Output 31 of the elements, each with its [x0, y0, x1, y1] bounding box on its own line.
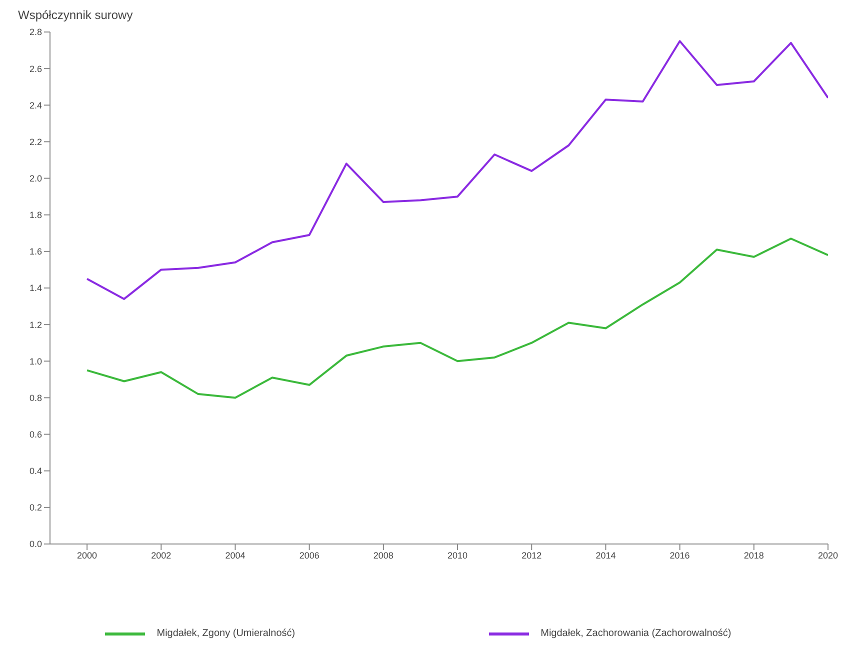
x-tick-label: 2016: [670, 550, 690, 560]
y-axis-title: Współczynnik surowy: [18, 8, 134, 24]
x-tick-label: 2000: [77, 550, 98, 560]
x-tick-label: 2012: [522, 550, 542, 560]
x-tick-label: 2008: [373, 550, 394, 560]
y-tick-label: 2.8: [29, 27, 42, 38]
y-tick-label: 2.2: [29, 136, 42, 147]
y-tick-label: 0.2: [29, 502, 42, 513]
y-tick-label: 1.4: [29, 283, 42, 294]
x-tick-label: 2006: [299, 550, 320, 560]
y-tick-label: 0.8: [29, 392, 42, 403]
x-tick-label: 2014: [596, 550, 616, 560]
y-tick-label: 2.4: [29, 100, 42, 110]
x-tick-label: 2004: [225, 550, 246, 560]
legend-label: Migdałek, Zgony (Umieralność): [156, 628, 296, 639]
y-tick-label: 1.2: [29, 320, 42, 330]
line-series: [86, 238, 828, 399]
y-tick-label: 1.0: [29, 356, 42, 366]
line-series: [86, 40, 828, 300]
x-tick-label: 2018: [744, 550, 764, 560]
y-tick-label: 0.0: [29, 539, 42, 550]
y-tick-label: 2.0: [29, 173, 42, 184]
legend-label: Migdałek, Zachorowania (Zachorowalność): [540, 628, 732, 639]
y-tick-label: 0.6: [29, 429, 42, 440]
y-tick-label: 0.4: [29, 466, 42, 476]
x-tick-label: 2002: [151, 550, 172, 560]
x-tick-label: 2020: [818, 550, 838, 560]
y-tick-label: 1.6: [29, 246, 42, 257]
y-tick-label: 1.8: [29, 210, 42, 220]
x-tick-label: 2010: [448, 550, 468, 560]
y-tick-label: 2.6: [29, 64, 42, 74]
